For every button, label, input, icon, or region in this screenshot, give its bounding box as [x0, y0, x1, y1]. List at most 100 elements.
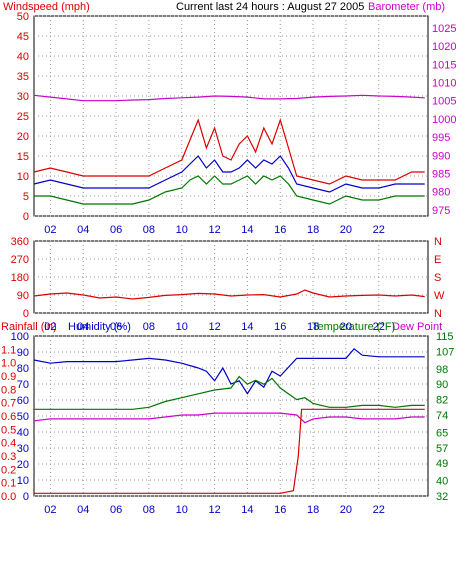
temperature-tick-label: 57	[436, 443, 448, 455]
x-tick-label: 08	[143, 321, 155, 333]
windspeed-tick-label: 0	[23, 211, 29, 223]
x-tick-label: 12	[208, 224, 220, 236]
x-tick-label: 22	[373, 504, 385, 516]
x-tick-label: 08	[143, 224, 155, 236]
x-tick-label: 10	[176, 224, 188, 236]
windspeed-tick-label: 30	[17, 91, 29, 103]
compass-tick-label: E	[434, 254, 441, 266]
direction-tick-label: 0	[23, 308, 29, 320]
x-tick-label: 18	[307, 504, 319, 516]
climate-series-line-1	[34, 375, 425, 410]
windspeed-tick-label: 35	[17, 71, 29, 83]
windspeed-tick-label: 40	[17, 51, 29, 63]
windspeed-tick-label: 15	[17, 151, 29, 163]
humidity-axis-label: Humidity (%)	[68, 321, 131, 333]
x-tick-label: 04	[77, 224, 89, 236]
windspeed-tick-label: 10	[17, 171, 29, 183]
x-tick-label: 16	[274, 321, 286, 333]
temperature-tick-label: 40	[436, 476, 448, 488]
rainfall-tick-label: 0.7	[1, 398, 16, 410]
windspeed-tick-label: 20	[17, 131, 29, 143]
windspeed-axis-label: Windspeed (mph)	[3, 1, 90, 13]
humidity-tick-label: 50	[17, 411, 29, 423]
barometer-tick-label: 990	[432, 150, 450, 162]
humidity-tick-label: 80	[17, 363, 29, 375]
windspeed-tick-label: 50	[17, 11, 29, 23]
humidity-tick-label: 20	[17, 459, 29, 471]
wind-series-line-2	[34, 175, 425, 205]
dewpoint-axis-label: Dew Point	[392, 321, 442, 333]
wind-series-line-3	[33, 94, 425, 102]
humidity-tick-label: 0	[23, 491, 29, 503]
rainfall-tick-label: 1.1	[1, 344, 16, 356]
windspeed-tick-label: 45	[17, 31, 29, 43]
compass-tick-label: N	[434, 236, 442, 248]
rainfall-tick-label: 0.6	[1, 411, 16, 423]
humidity-tick-label: 40	[17, 427, 29, 439]
x-tick-label: 08	[143, 504, 155, 516]
humidity-tick-label: 90	[17, 347, 29, 359]
climate-series-line-3	[34, 408, 425, 494]
barometer-tick-label: 995	[432, 132, 450, 144]
x-tick-label: 18	[307, 224, 319, 236]
temperature-tick-label: 74	[436, 410, 448, 422]
direction-tick-label: 90	[17, 290, 29, 302]
compass-tick-label: W	[434, 290, 445, 302]
chart-title: Current last 24 hours : August 27 2005	[176, 1, 364, 13]
x-tick-label: 02	[44, 321, 56, 333]
wind-series-line-1	[33, 155, 425, 193]
barometer-tick-label: 975	[432, 205, 450, 217]
rainfall-tick-label: 1.0	[1, 358, 16, 370]
x-tick-label: 20	[340, 224, 352, 236]
temperature-tick-label: 65	[436, 427, 448, 439]
temperature-tick-label: 82	[436, 395, 448, 407]
x-tick-label: 04	[77, 504, 89, 516]
humidity-tick-label: 100	[11, 331, 29, 343]
direction-tick-label: 270	[11, 254, 29, 266]
barometer-tick-label: 1025	[432, 23, 456, 35]
x-tick-label: 18	[307, 321, 319, 333]
x-tick-label: 22	[373, 321, 385, 333]
temperature-tick-label: 32	[436, 491, 448, 503]
compass-tick-label: S	[434, 272, 441, 284]
temperature-tick-label: 115	[436, 331, 454, 343]
barometer-tick-label: 1020	[432, 41, 456, 53]
x-tick-label: 12	[208, 321, 220, 333]
humidity-tick-label: 10	[17, 475, 29, 487]
x-tick-label: 02	[44, 504, 56, 516]
rainfall-tick-label: 0.1	[1, 478, 16, 490]
x-tick-label: 16	[274, 504, 286, 516]
x-tick-label: 02	[44, 224, 56, 236]
barometer-axis-label: Barometer (mb)	[368, 1, 445, 13]
windspeed-tick-label: 25	[17, 111, 29, 123]
barometer-tick-label: 985	[432, 168, 450, 180]
x-tick-label: 20	[340, 504, 352, 516]
rainfall-tick-label: 0.0	[1, 491, 16, 503]
direction-series-line-0	[33, 289, 425, 300]
barometer-tick-label: 1010	[432, 78, 456, 90]
direction-tick-label: 180	[11, 272, 29, 284]
x-tick-label: 22	[373, 224, 385, 236]
x-tick-label: 06	[110, 224, 122, 236]
temperature-tick-label: 90	[436, 379, 448, 391]
barometer-tick-label: 1005	[432, 96, 456, 108]
rainfall-tick-label: 0.3	[1, 451, 16, 463]
humidity-tick-label: 70	[17, 379, 29, 391]
rainfall-tick-label: 0.2	[1, 464, 16, 476]
x-tick-label: 04	[77, 321, 89, 333]
windspeed-tick-label: 5	[23, 191, 29, 203]
temperature-tick-label: 98	[436, 364, 448, 376]
direction-tick-label: 360	[11, 236, 29, 248]
x-tick-label: 10	[176, 504, 188, 516]
rainfall-tick-label: 0.8	[1, 384, 16, 396]
humidity-tick-label: 30	[17, 443, 29, 455]
x-tick-label: 14	[241, 321, 253, 333]
x-tick-label: 12	[208, 504, 220, 516]
wind-series-line-0	[33, 118, 425, 185]
compass-tick-label: N	[434, 308, 442, 320]
humidity-tick-label: 60	[17, 395, 29, 407]
x-tick-label: 14	[241, 224, 253, 236]
temperature-axis-label: Temperature (°F)	[312, 321, 395, 333]
x-tick-label: 06	[110, 321, 122, 333]
